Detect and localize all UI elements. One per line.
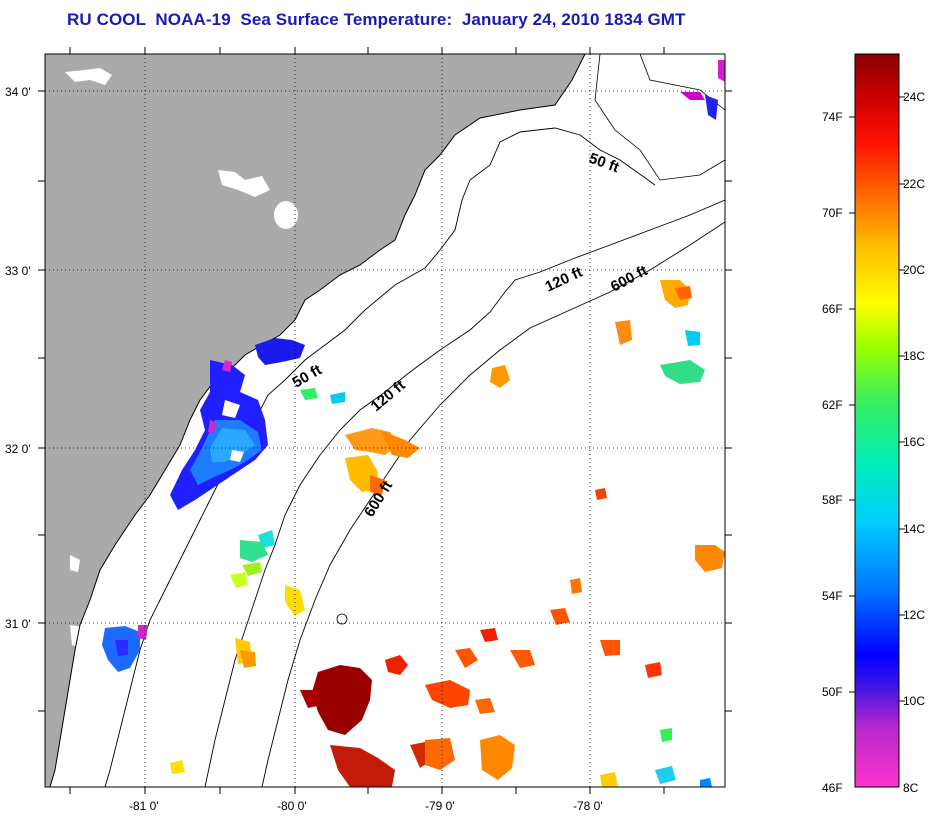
- colorbar-c-label: 20C: [903, 263, 925, 277]
- grid-lines: [45, 54, 725, 787]
- map-title: RU COOL NOAA-19 Sea Surface Temperature:…: [67, 10, 686, 29]
- colorbar-c-label: 22C: [903, 177, 925, 191]
- colorbar-f-label: 62F: [822, 398, 843, 412]
- colorbar-f-label: 54F: [822, 589, 843, 603]
- colorbar-c-label: 12C: [903, 608, 925, 622]
- lon-label: -79 0': [425, 799, 455, 813]
- colorbar-c-label: 8C: [903, 781, 919, 795]
- colorbar-c-label: 24C: [903, 90, 925, 104]
- lat-label: 33 0': [5, 264, 31, 278]
- colorbar-c-label: 14C: [903, 522, 925, 536]
- colorbar-f-label: 58F: [822, 493, 843, 507]
- lon-label: -80 0': [277, 799, 307, 813]
- colorbar-f-label: 74F: [822, 110, 843, 124]
- land-mass: [45, 54, 585, 787]
- colorbar: 74F 70F 66F 62F 58F 54F 50F 46F 24C 22C …: [822, 53, 925, 795]
- isobath-50ft: [104, 127, 656, 787]
- lat-label: 31 0': [5, 617, 31, 631]
- isobath-120ft: [204, 199, 725, 787]
- colorbar-gradient: [854, 53, 900, 788]
- colorbar-f-label: 46F: [822, 781, 843, 795]
- sst-patches: [102, 60, 725, 787]
- colorbar-c-label: 10C: [903, 694, 925, 708]
- lat-label: 32 0': [5, 442, 31, 456]
- axis-ticks: [38, 47, 732, 794]
- colorbar-c-label: 16C: [903, 435, 925, 449]
- lon-label: -81 0': [129, 799, 159, 813]
- colorbar-f-label: 70F: [822, 206, 843, 220]
- colorbar-f-label: 50F: [822, 685, 843, 699]
- map-frame: [44, 53, 726, 788]
- colorbar-c-label: 18C: [903, 349, 925, 363]
- lon-label: -78 0': [573, 799, 603, 813]
- colorbar-f-label: 66F: [822, 302, 843, 316]
- lat-label: 34 0': [5, 85, 31, 99]
- coastline: [49, 54, 586, 787]
